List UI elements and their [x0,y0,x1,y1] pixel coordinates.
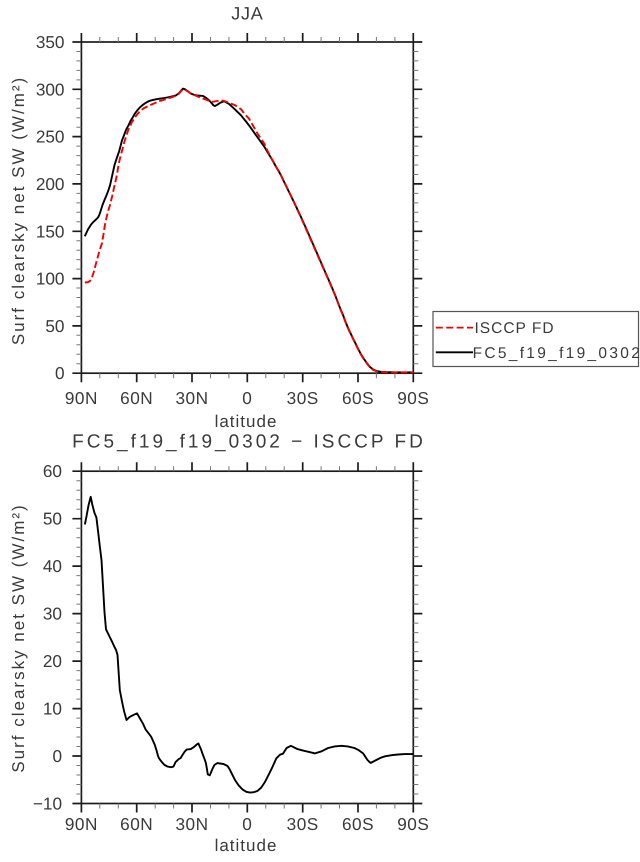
svg-text:90S: 90S [397,388,429,408]
svg-text:−10: −10 [33,794,62,814]
svg-text:350: 350 [36,32,65,52]
svg-text:60S: 60S [342,388,374,408]
svg-text:latitude: latitude [215,412,278,431]
svg-text:JJA: JJA [231,4,263,24]
svg-text:90N: 90N [65,388,98,408]
svg-text:30N: 30N [175,814,208,834]
svg-text:50: 50 [43,509,62,529]
svg-text:20: 20 [43,651,62,671]
svg-text:0: 0 [55,363,65,383]
svg-text:200: 200 [36,174,65,194]
svg-text:40: 40 [43,556,62,576]
svg-text:10: 10 [43,699,62,719]
svg-text:0: 0 [52,746,62,766]
svg-text:60N: 60N [120,388,153,408]
svg-text:60S: 60S [342,814,374,834]
svg-text:150: 150 [36,221,65,241]
svg-text:30S: 30S [287,388,319,408]
svg-text:60N: 60N [120,814,153,834]
svg-text:250: 250 [36,127,65,147]
svg-text:30S: 30S [287,814,319,834]
svg-text:30N: 30N [175,388,208,408]
svg-text:100: 100 [36,269,65,289]
svg-text:90S: 90S [397,814,429,834]
svg-text:Surf clearsky net SW (W/m²): Surf clearsky net SW (W/m²) [9,503,28,772]
svg-text:latitude: latitude [215,836,278,855]
svg-text:FC5_f19_f19_0302 − ISCCP FD: FC5_f19_f19_0302 − ISCCP FD [72,432,426,453]
svg-text:Surf clearsky net SW (W/m²): Surf clearsky net SW (W/m²) [9,76,28,345]
svg-text:30: 30 [43,604,62,624]
svg-text:50: 50 [45,316,64,336]
svg-text:300: 300 [36,79,65,99]
svg-text:90N: 90N [65,814,98,834]
svg-text:60: 60 [43,461,62,481]
svg-text:ISCCP FD: ISCCP FD [475,320,555,337]
svg-text:0: 0 [242,388,252,408]
svg-text:FC5_f19_f19_0302: FC5_f19_f19_0302 [473,345,640,362]
svg-text:0: 0 [242,814,252,834]
